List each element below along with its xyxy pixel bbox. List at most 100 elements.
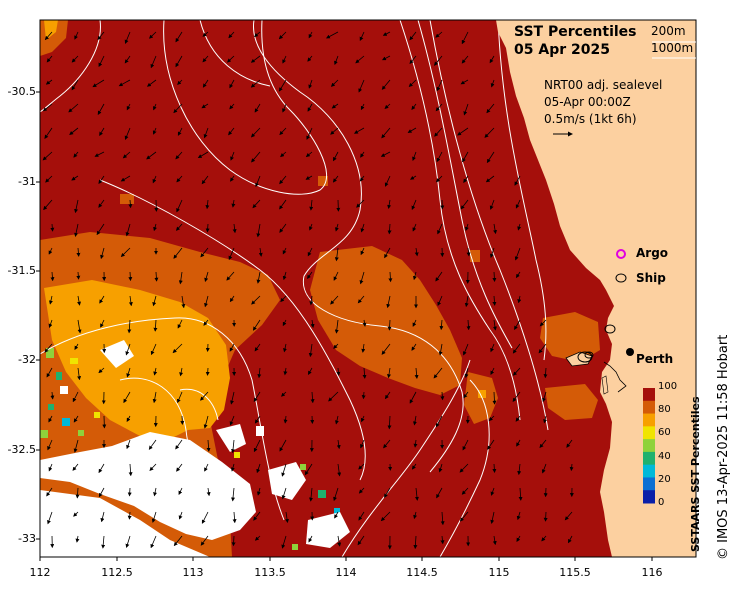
current-vector-arrow: [71, 55, 79, 63]
current-vector-arrow: [203, 415, 209, 429]
current-vector-arrow: [384, 247, 391, 259]
current-vector-arrow: [517, 223, 522, 231]
current-vector-arrow: [282, 271, 287, 281]
current-vector-arrow: [334, 223, 339, 232]
current-vector-arrow: [358, 511, 365, 521]
current-vector-arrow: [569, 463, 574, 472]
map-date: 05 Apr 2025: [514, 42, 610, 58]
current-vector-arrow: [151, 511, 157, 523]
current-vector-arrow: [203, 319, 209, 326]
current-vector-arrow: [283, 343, 287, 353]
current-vector-arrow: [126, 367, 131, 378]
current-vector-arrow: [440, 511, 445, 526]
axis-ticks: [36, 91, 653, 561]
current-vector-arrow: [46, 367, 53, 378]
current-vector-arrow: [435, 271, 443, 282]
current-vector-arrow: [436, 151, 443, 163]
current-vector-arrow: [175, 31, 183, 43]
current-vector-arrow: [197, 151, 209, 159]
lon-tick-label: 112: [29, 566, 51, 579]
current-vector-arrow: [73, 415, 79, 423]
current-vector-arrow: [279, 175, 287, 185]
current-vector-arrow: [308, 535, 313, 543]
current-vector-arrow: [74, 343, 79, 350]
current-vector-arrow: [333, 343, 339, 349]
colorbar-tick-label: 20: [658, 474, 671, 485]
current-vector-arrow: [42, 151, 53, 161]
current-vector-arrow: [123, 391, 131, 404]
mid-patches: [44, 20, 486, 440]
current-vector-arrow: [516, 439, 521, 447]
current-vector-arrow: [126, 415, 131, 423]
current-vector-arrow: [543, 415, 548, 424]
current-vector-arrow: [285, 511, 290, 523]
current-vector-arrow: [357, 535, 365, 546]
current-vector-arrow: [356, 199, 365, 208]
current-vector-arrow: [75, 535, 80, 543]
current-vector-arrow: [205, 199, 210, 210]
current-vector-arrow: [152, 175, 157, 184]
current-vector-arrow: [412, 223, 417, 232]
current-vector-arrow: [414, 487, 419, 501]
current-vector-arrow: [122, 151, 131, 159]
current-vector-arrow: [154, 271, 159, 282]
garden-island: [601, 375, 609, 395]
current-vector-arrow: [96, 223, 105, 236]
plot-frame: [39, 19, 697, 558]
current-vector-arrow: [515, 199, 521, 209]
current-vector-arrow: [440, 535, 445, 545]
current-vector-arrow: [512, 343, 521, 354]
current-vector-arrow: [436, 79, 443, 92]
current-vector-arrow: [99, 295, 105, 304]
current-vector-arrow: [256, 223, 261, 238]
current-vector-arrow: [230, 391, 235, 405]
current-vector-arrow: [388, 271, 393, 283]
current-vector-arrow: [387, 199, 392, 209]
current-vector-arrow: [490, 367, 495, 376]
current-vector-arrow: [336, 439, 341, 450]
current-vector-arrow: [331, 103, 339, 109]
current-vector-arrow: [512, 367, 521, 376]
current-vector-arrow: [128, 463, 133, 477]
current-vector-arrow: [98, 367, 105, 374]
lon-tick-label: 114.5: [406, 566, 438, 579]
lat-tick-label: -32: [18, 353, 36, 366]
current-vector-arrow: [336, 367, 341, 376]
current-vector-arrow: [146, 151, 157, 160]
current-vector-arrow: [488, 415, 495, 422]
current-vector-arrow: [124, 127, 131, 140]
current-vector-arrow: [541, 463, 547, 474]
colorbar-swatch: [643, 413, 655, 427]
current-vector-arrow: [72, 391, 79, 403]
colorbar-swatch: [643, 400, 655, 415]
current-vector-arrow: [231, 487, 236, 502]
current-vector-arrow: [177, 79, 183, 85]
current-vector-arrow: [257, 367, 262, 379]
current-vector-arrow: [360, 223, 365, 233]
current-vector-arrow: [127, 319, 132, 334]
current-vector-arrow: [307, 247, 313, 257]
current-vector-arrow: [308, 343, 313, 358]
current-vector-arrow: [68, 103, 79, 113]
current-vector-arrow: [380, 151, 391, 157]
current-vector-arrow: [73, 151, 79, 158]
current-vector-arrow: [412, 319, 417, 327]
current-vector-arrow: [541, 535, 547, 542]
ship-track: [604, 324, 616, 334]
current-vector-arrow: [178, 271, 183, 285]
current-vector-arrow: [409, 55, 417, 65]
current-vector-arrow: [387, 319, 392, 331]
current-vector-arrow: [515, 271, 521, 279]
current-vector-arrow: [50, 223, 55, 232]
current-vector-arrow: [146, 79, 157, 87]
current-vector-arrow: [310, 319, 315, 328]
current-vector-arrow: [231, 439, 236, 454]
current-vector-arrow: [459, 463, 469, 473]
current-vector-arrow: [127, 487, 132, 497]
current-vector-arrow: [48, 415, 53, 423]
current-vector-arrow: [124, 55, 131, 64]
current-vector-arrow: [175, 151, 183, 160]
current-vector-arrow: [178, 511, 183, 520]
current-vector-arrow: [229, 295, 235, 303]
current-vector-arrow: [43, 199, 53, 211]
